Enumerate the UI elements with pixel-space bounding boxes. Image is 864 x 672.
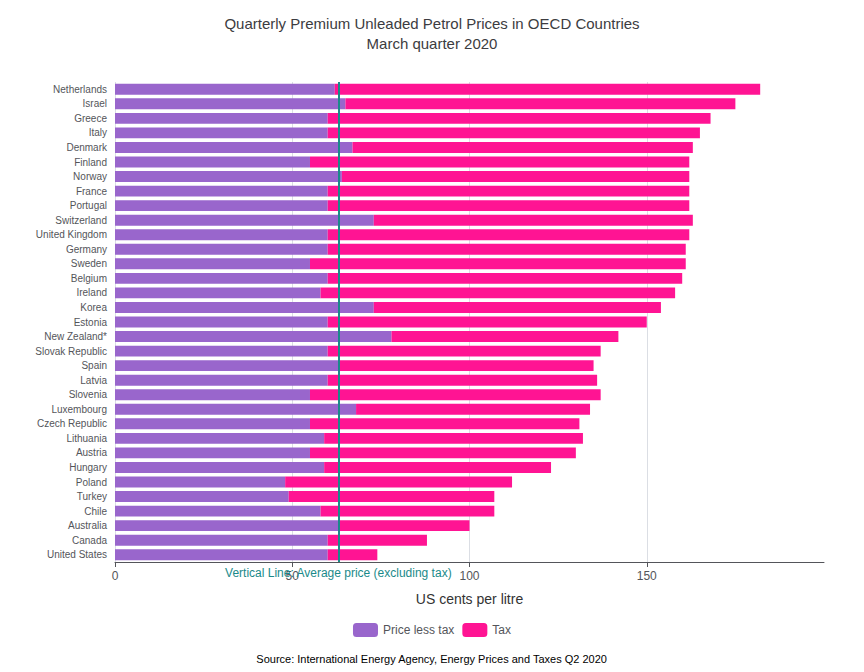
svg-text:Chile: Chile	[84, 506, 107, 517]
svg-text:Czech Republic: Czech Republic	[37, 418, 107, 429]
svg-text:Ireland: Ireland	[76, 287, 107, 298]
svg-text:Austria: Austria	[76, 447, 108, 458]
svg-text:0: 0	[112, 569, 119, 583]
svg-text:Sweden: Sweden	[71, 258, 107, 269]
svg-text:100: 100	[459, 569, 479, 583]
svg-text:Denmark: Denmark	[66, 142, 108, 153]
svg-text:Hungary: Hungary	[69, 462, 107, 473]
svg-text:Vertical Line: Average price (: Vertical Line: Average price (excluding …	[225, 566, 452, 580]
svg-text:France: France	[76, 186, 108, 197]
svg-text:Slovak Republic: Slovak Republic	[35, 346, 107, 357]
svg-text:Poland: Poland	[76, 477, 107, 488]
svg-text:Greece: Greece	[74, 113, 107, 124]
svg-text:Lithuania: Lithuania	[66, 433, 107, 444]
svg-text:Estonia: Estonia	[74, 317, 108, 328]
svg-text:New Zealand*: New Zealand*	[44, 331, 107, 342]
svg-text:Spain: Spain	[81, 360, 107, 371]
svg-text:150: 150	[637, 569, 657, 583]
svg-text:Latvia: Latvia	[80, 375, 107, 386]
svg-text:Portugal: Portugal	[70, 200, 107, 211]
svg-text:Italy: Italy	[89, 127, 107, 138]
svg-text:Source: International Energy A: Source: International Energy Agency, Ene…	[256, 653, 607, 665]
svg-text:Turkey: Turkey	[77, 491, 107, 502]
svg-text:Netherlands: Netherlands	[53, 84, 107, 95]
svg-text:Luxembourg: Luxembourg	[51, 404, 107, 415]
svg-text:Korea: Korea	[80, 302, 107, 313]
svg-text:Price less tax: Price less tax	[383, 623, 454, 637]
svg-text:March quarter 2020: March quarter 2020	[367, 35, 498, 52]
svg-text:Australia: Australia	[68, 520, 107, 531]
svg-text:Tax: Tax	[492, 623, 511, 637]
svg-text:United Kingdom: United Kingdom	[36, 229, 107, 240]
svg-text:Slovenia: Slovenia	[69, 389, 108, 400]
svg-text:Switzerland: Switzerland	[55, 215, 107, 226]
svg-text:United States: United States	[47, 549, 107, 560]
svg-text:Germany: Germany	[66, 244, 107, 255]
svg-text:Belgium: Belgium	[71, 273, 107, 284]
svg-text:Norway: Norway	[73, 171, 107, 182]
svg-text:Israel: Israel	[83, 98, 107, 109]
svg-text:Quarterly Premium Unleaded Pet: Quarterly Premium Unleaded Petrol Prices…	[224, 15, 639, 32]
svg-text:Finland: Finland	[74, 157, 107, 168]
svg-text:US cents per litre: US cents per litre	[416, 591, 524, 607]
svg-text:Canada: Canada	[72, 535, 107, 546]
